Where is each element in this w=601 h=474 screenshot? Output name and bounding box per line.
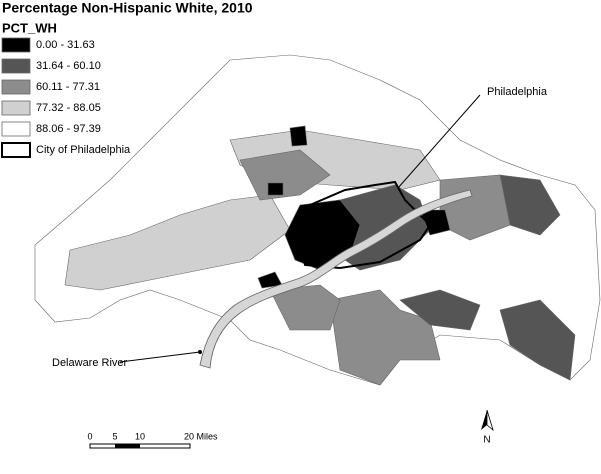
legend-label: 77.32 - 88.05 <box>36 102 101 114</box>
arrow-half <box>481 410 487 430</box>
legend-swatch <box>1 100 31 116</box>
tract <box>499 299 576 381</box>
north-label: N <box>483 435 490 446</box>
tract <box>267 182 284 196</box>
map-title: Percentage Non-Hispanic White, 2010 <box>2 0 253 16</box>
scale-label: 0 <box>87 431 92 441</box>
north-arrow: N <box>481 409 494 446</box>
scale-label: 10 <box>135 431 145 441</box>
legend-title: PCT_WH <box>2 20 57 35</box>
tract <box>239 149 331 201</box>
scale-label: 5 <box>112 431 117 441</box>
map <box>34 54 601 386</box>
scale-label: 20 Miles <box>184 431 218 441</box>
legend-swatch <box>1 121 31 137</box>
legend-label: 88.06 - 97.39 <box>36 123 101 135</box>
legend-swatch <box>1 37 31 53</box>
arrow-half <box>486 409 494 432</box>
legend-swatch <box>1 58 31 74</box>
river-label: Delaware River <box>52 357 128 369</box>
tract <box>64 194 291 291</box>
scale-bar-segment <box>115 444 140 448</box>
city-label: Philadelphia <box>487 86 548 98</box>
legend-swatch <box>1 142 31 158</box>
legend-label: 31.64 - 60.10 <box>36 60 101 72</box>
tract <box>289 125 308 147</box>
river-leader <box>119 351 201 363</box>
scale-bar: 0 5 10 20 Miles <box>87 431 218 449</box>
river <box>199 189 473 369</box>
city-leader <box>397 94 481 189</box>
river-point <box>198 350 202 354</box>
legend-label: 0.00 - 31.63 <box>36 39 95 51</box>
legend-label: City of Philadelphia <box>36 144 131 156</box>
tract <box>399 289 481 331</box>
philadelphia-boundary <box>298 180 432 270</box>
legend: 0.00 - 31.63 31.64 - 60.10 60.11 - 77.31 77… <box>1 37 131 158</box>
tract <box>269 284 341 331</box>
legend-swatch <box>1 79 31 95</box>
tract <box>329 289 441 386</box>
legend-label: 60.11 - 77.31 <box>36 81 100 93</box>
